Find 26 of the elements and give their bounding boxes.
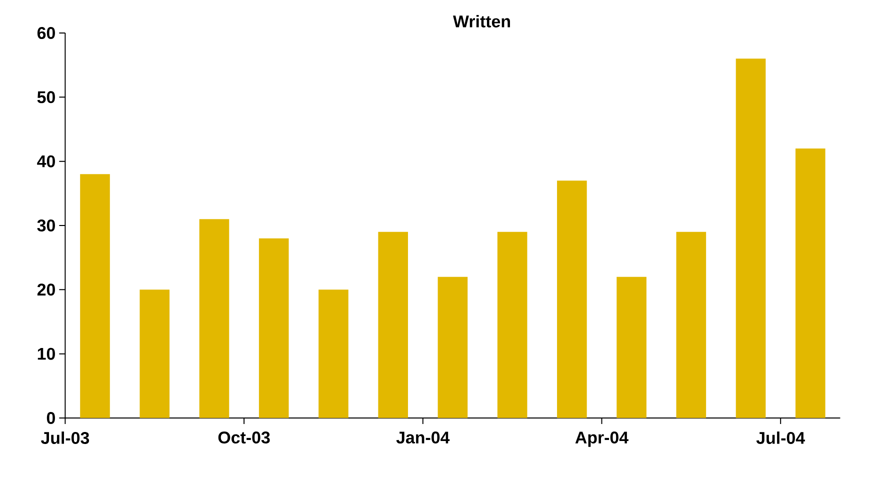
bar [736, 58, 766, 418]
bar [378, 232, 408, 418]
x-tick-label: Jul-03 [40, 432, 90, 444]
y-tick-label: 40 [37, 155, 55, 168]
bar [795, 148, 826, 418]
x-tick-label: Jan-04 [396, 432, 450, 444]
bar [80, 174, 110, 418]
bar [676, 232, 706, 418]
x-tick-label: Jul-04 [756, 432, 805, 444]
x-tick-label: Apr-04 [575, 432, 628, 447]
bar [438, 276, 468, 418]
chart-title: Written [453, 15, 510, 28]
y-tick-label: 0 [46, 412, 55, 424]
y-tick-label: 30 [37, 219, 55, 232]
y-tick-label: 10 [38, 348, 55, 360]
y-tick-label: 20 [37, 284, 55, 296]
x-tick-label: Oct-03 [218, 432, 270, 444]
bar [199, 219, 230, 418]
bar [557, 180, 587, 418]
bar [140, 290, 170, 418]
bar [318, 290, 348, 418]
bar [616, 276, 646, 418]
y-tick-label: 50 [37, 91, 55, 104]
bar [258, 238, 289, 418]
bar [497, 232, 528, 418]
y-tick-label: 60 [37, 27, 55, 40]
